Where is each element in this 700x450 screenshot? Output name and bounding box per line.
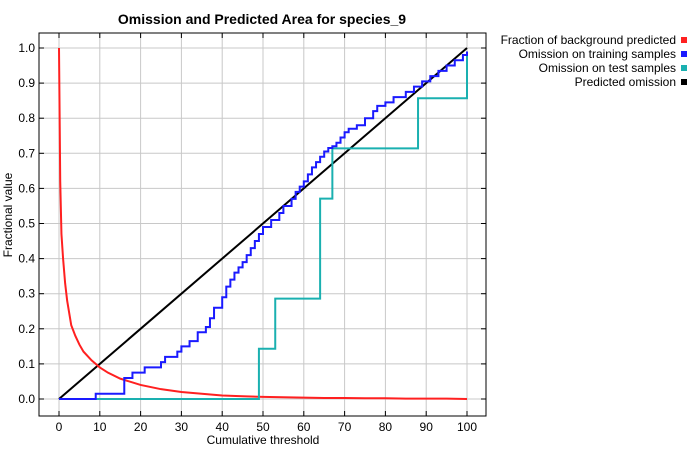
y-tick-label: 0.4 [18,252,35,266]
y-tick-label: 0.7 [18,146,35,160]
x-tick-label: 50 [256,420,270,434]
legend: Fraction of background predictedOmission… [501,33,687,89]
x-tick-label: 100 [457,420,477,434]
y-axis-label: Fractional value [1,172,15,257]
x-tick-label: 20 [134,420,148,434]
legend-label-omission-on-training-samples: Omission on training samples [519,47,676,61]
x-tick-label: 0 [56,420,63,434]
series-line-omission-on-training-samples [59,51,468,400]
x-tick-label: 80 [379,420,393,434]
legend-swatch-fraction-of-background-predicted [681,37,687,43]
series-line-omission-on-test-samples [59,55,468,400]
x-tick-label: 30 [175,420,189,434]
y-axis: 0.0 0.1 0.2 0.3 0.4 0.5 0.6 0.7 0.8 0.9 1.0 [18,41,486,406]
y-tick-label: 0.6 [18,181,35,195]
x-tick-label: 40 [216,420,230,434]
chart-title: Omission and Predicted Area for species_… [118,11,406,27]
y-tick-label: 0.9 [18,76,35,90]
y-tick-label: 0.1 [18,357,35,371]
x-tick-label: 70 [338,420,352,434]
x-axis-label: Cumulative threshold [207,433,320,447]
y-tick-label: 1.0 [18,41,35,55]
legend-label-omission-on-test-samples: Omission on test samples [539,61,676,75]
y-tick-label: 0.5 [18,217,35,231]
y-tick-label: 0.0 [18,392,35,406]
x-tick-label: 10 [93,420,107,434]
series-line-fraction-of-background-predicted [58,47,468,400]
y-tick-label: 0.8 [18,111,35,125]
legend-swatch-omission-on-test-samples [681,65,687,71]
legend-swatch-predicted-omission [681,79,687,85]
x-axis: 0 10 20 30 40 50 60 70 80 90 100 [56,33,477,434]
x-tick-label: 90 [420,420,434,434]
x-tick-label: 60 [297,420,311,434]
legend-label-predicted-omission: Predicted omission [575,75,676,89]
y-tick-label: 0.3 [18,287,35,301]
series-layer [58,47,468,400]
y-tick-label: 0.2 [18,322,35,336]
legend-swatch-omission-on-training-samples [681,51,687,57]
series-line-predicted-omission [58,47,468,400]
legend-label-fraction-of-background-predicted: Fraction of background predicted [501,33,676,47]
